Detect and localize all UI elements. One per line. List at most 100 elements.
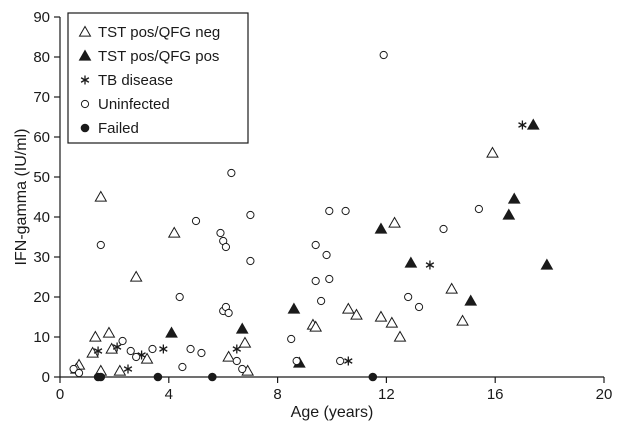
legend-box xyxy=(67,12,249,144)
data-point-tst-pos-qfg-pos xyxy=(287,302,301,314)
data-point-failed xyxy=(153,372,163,382)
data-point-uninfected xyxy=(325,274,334,284)
data-points xyxy=(69,50,554,382)
y-axis-ticks: 0 10 20 30 40 50 60 70 80 90 xyxy=(33,9,60,386)
data-point-tst-pos-qfg-neg xyxy=(238,336,252,348)
data-point-uninfected xyxy=(96,240,105,250)
data-point-uninfected xyxy=(317,296,326,306)
data-point-failed xyxy=(208,372,217,382)
data-point-tst-pos-qfg-neg xyxy=(385,316,399,328)
data-point-uninfected xyxy=(439,224,448,234)
legend: TST pos/QFG neg TST pos/QFG pos TB disease… xyxy=(67,12,249,144)
data-point-tst-pos-qfg-neg xyxy=(222,350,236,362)
data-point-tst-pos-qfg-neg xyxy=(341,302,355,314)
data-point-uninfected xyxy=(186,344,195,354)
legend-marker-tst-pos-qfg-neg xyxy=(78,25,92,37)
data-point-tst-pos-qfg-neg xyxy=(140,352,154,364)
data-point-failed xyxy=(368,372,378,382)
data-point-tst-pos-qfg-neg xyxy=(102,326,116,338)
data-point-tst-pos-qfg-pos xyxy=(540,258,554,270)
y-tick-label: 30 xyxy=(33,249,50,266)
data-point-tst-pos-qfg-pos xyxy=(526,118,540,130)
data-point-tst-pos-qfg-neg xyxy=(393,330,407,342)
data-point-tst-pos-qfg-pos xyxy=(464,294,478,306)
x-axis-label: Age (years) xyxy=(291,404,374,421)
data-point-tst-pos-qfg-pos xyxy=(502,208,516,220)
data-point-uninfected xyxy=(287,334,296,344)
data-point-uninfected xyxy=(178,362,187,372)
data-point-tb-disease xyxy=(344,356,353,366)
asterisk-stroke xyxy=(344,358,353,364)
data-point-tst-pos-qfg-neg xyxy=(445,282,459,294)
data-point-uninfected xyxy=(197,348,206,358)
data-point-tst-pos-qfg-neg xyxy=(94,190,108,202)
data-point-uninfected xyxy=(246,256,255,266)
legend-marker-tst-pos-qfg-pos xyxy=(78,49,92,61)
data-point-uninfected xyxy=(232,356,241,366)
data-point-tst-pos-qfg-pos xyxy=(507,192,521,204)
legend-label: Failed xyxy=(98,120,139,137)
y-tick-label: 0 xyxy=(42,369,50,386)
data-point-tst-pos-qfg-pos xyxy=(374,222,388,234)
data-point-uninfected xyxy=(292,356,301,366)
x-tick-label: 0 xyxy=(56,386,64,403)
x-tick-label: 8 xyxy=(273,386,281,403)
y-tick-label: 60 xyxy=(33,129,50,146)
x-tick-label: 20 xyxy=(596,386,613,403)
data-point-tb-disease xyxy=(93,346,103,356)
legend-label: TB disease xyxy=(98,72,173,89)
data-point-tb-disease xyxy=(232,344,242,354)
y-tick-label: 90 xyxy=(33,9,50,26)
data-point-uninfected xyxy=(132,352,141,362)
data-point-tst-pos-qfg-neg xyxy=(456,314,469,326)
data-point-tb-disease xyxy=(123,364,133,374)
data-point-uninfected xyxy=(227,168,236,178)
data-point-tst-pos-qfg-pos xyxy=(404,256,418,268)
data-point-tst-pos-qfg-neg xyxy=(350,308,363,320)
legend-label: Uninfected xyxy=(98,96,170,113)
data-point-tst-pos-qfg-neg xyxy=(309,320,323,332)
data-point-tst-pos-qfg-neg xyxy=(88,330,102,342)
data-point-uninfected xyxy=(341,206,350,216)
data-point-uninfected xyxy=(126,346,135,356)
data-point-tb-disease xyxy=(425,260,435,270)
data-point-uninfected xyxy=(474,204,483,214)
asterisk-stroke xyxy=(93,348,103,354)
data-point-failed xyxy=(96,372,106,382)
x-tick-label: 12 xyxy=(378,386,395,403)
asterisk-stroke xyxy=(80,77,90,83)
data-point-tst-pos-qfg-neg xyxy=(486,146,499,158)
y-axis-label: IFN-gamma (IU/ml) xyxy=(13,129,30,266)
data-point-uninfected xyxy=(74,368,84,378)
data-point-uninfected xyxy=(322,250,331,260)
y-tick-label: 20 xyxy=(33,289,50,306)
data-point-uninfected xyxy=(379,50,388,60)
data-point-tst-pos-qfg-pos xyxy=(165,326,178,338)
legend-label: TST pos/QFG neg xyxy=(98,24,220,41)
data-point-uninfected xyxy=(311,240,320,250)
asterisk-stroke xyxy=(518,122,527,128)
data-point-tst-pos-qfg-neg xyxy=(113,364,127,376)
y-tick-label: 10 xyxy=(33,329,50,346)
data-point-tst-pos-qfg-neg xyxy=(388,216,401,228)
data-point-uninfected xyxy=(404,292,413,302)
legend-marker-tb-disease xyxy=(80,75,90,85)
plot-area xyxy=(59,17,604,378)
data-point-uninfected xyxy=(175,292,184,302)
data-point-uninfected xyxy=(238,364,247,374)
data-point-tb-disease xyxy=(518,120,527,130)
data-point-uninfected xyxy=(148,344,157,354)
y-tick-label: 70 xyxy=(33,89,50,106)
y-tick-label: 40 xyxy=(33,209,50,226)
data-point-uninfected xyxy=(414,302,424,312)
data-point-uninfected xyxy=(69,364,78,374)
data-point-uninfected xyxy=(224,308,233,318)
asterisk-stroke xyxy=(123,366,133,372)
legend-marker-uninfected xyxy=(80,99,90,109)
x-axis-ticks: 0 4 8 12 16 20 xyxy=(56,377,613,403)
legend-label: TST pos/QFG pos xyxy=(98,48,219,65)
data-point-tst-pos-qfg-neg xyxy=(167,226,181,238)
data-point-tst-pos-qfg-neg xyxy=(129,270,143,282)
data-point-uninfected xyxy=(336,356,345,366)
